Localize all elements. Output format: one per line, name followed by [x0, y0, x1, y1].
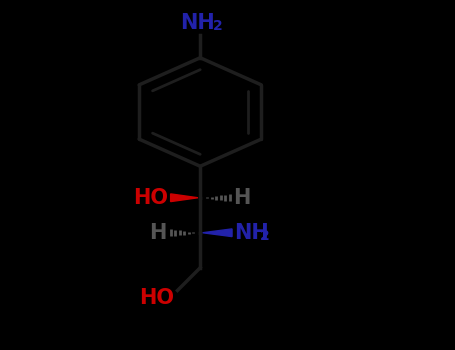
Text: H: H: [150, 223, 167, 243]
Text: H: H: [233, 188, 251, 208]
Text: 2: 2: [212, 19, 222, 33]
Text: NH: NH: [181, 13, 215, 33]
Text: 2: 2: [260, 229, 269, 243]
Text: NH: NH: [234, 223, 269, 243]
Polygon shape: [202, 229, 232, 237]
Text: HO: HO: [133, 188, 168, 208]
Polygon shape: [171, 194, 198, 202]
Text: HO: HO: [139, 287, 174, 308]
